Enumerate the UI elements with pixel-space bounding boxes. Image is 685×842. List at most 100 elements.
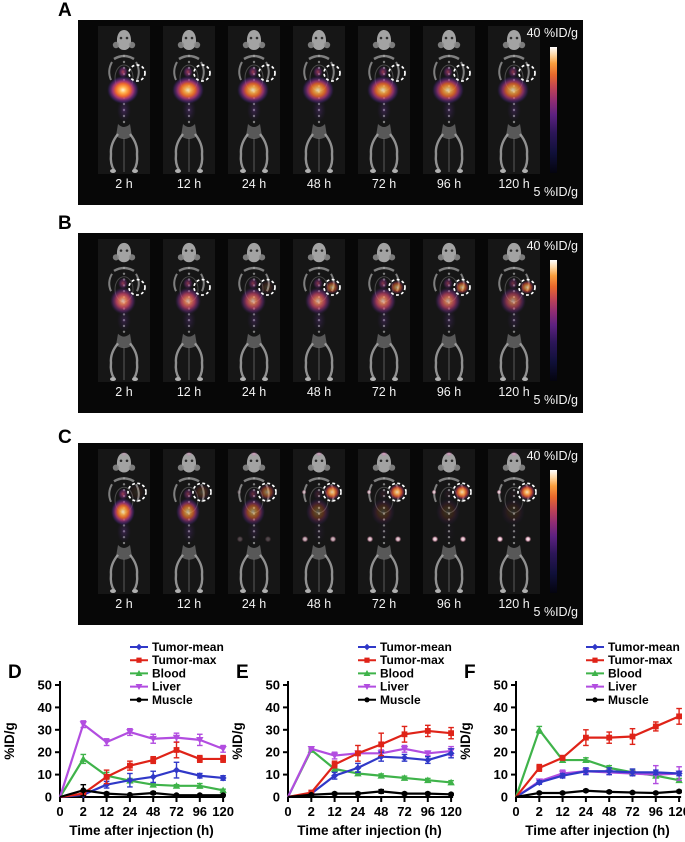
mouse-skull [506,30,522,50]
mouse-scan-image [488,449,540,594]
chest-uptake [248,277,258,290]
abdomen-uptake [117,308,131,332]
liver-uptake [497,76,529,104]
y-axis-title: %ID/g [458,722,473,760]
y-tick-label: 30 [494,722,508,737]
tumor-uptake [194,484,210,500]
time-label: 12 h [176,385,202,399]
x-tick-label: 120 [668,804,685,819]
legend-label-tumor-mean: Tumor-mean [152,640,224,654]
tumor-uptake [259,484,275,500]
x-tick-label: 24 [123,804,138,819]
time-label: 96 h [436,597,462,611]
abdomen-uptake [247,519,261,544]
series-tumor-max [515,707,682,798]
abdomen-uptake [182,308,196,332]
mouse-scan-120h: 120 h [488,239,540,399]
series-tumor-mean [515,767,683,798]
colorbar-min-label: 5 %ID/g [533,185,578,199]
mice-row-A: 2 h 12 h 24 h 48 h 72 h 96 h 120 h [98,26,540,191]
mouse-scan-image [163,239,215,382]
tumor-uptake [520,280,534,294]
series-muscle [287,788,454,799]
x-tick-label: 2 [536,804,543,819]
tumor-uptake [325,280,339,294]
tumor-roi-circle [323,64,341,82]
chest-uptake [313,66,323,78]
liver-uptake [435,287,461,315]
mouse-skull [246,30,262,50]
legend-label-blood: Blood [380,666,414,680]
tumor-uptake [324,484,340,500]
liver-uptake [107,76,139,104]
x-tick-label: 120 [440,804,462,819]
tumor-uptake [390,280,404,294]
knee-uptake [301,536,309,543]
time-label: 72 h [371,177,397,191]
series-muscle [59,783,227,799]
time-label: 12 h [176,597,202,611]
mouse-skull [181,242,197,263]
tumor-roi-circle [323,278,341,296]
legend-label-tumor-mean: Tumor-mean [380,640,452,654]
mouse-scan-24h: 24 h [228,239,280,399]
mouse-skull [311,242,327,263]
x-tick-label: 72 [169,804,183,819]
mouse-scan-image [488,239,540,382]
mouse-scan-12h: 12 h [163,449,215,611]
x-tick-label: 120 [212,804,234,819]
tumor-roi-circle [193,64,211,82]
legend-label-liver: Liver [380,680,409,694]
mouse-skull [181,452,197,473]
colorbar-gradient [550,470,557,593]
abdomen-uptake [377,519,391,544]
y-tick-label: 30 [266,722,280,737]
tumor-uptake [454,484,470,500]
abdomen-uptake [312,519,326,544]
time-label: 2 h [115,177,133,191]
time-label: 96 h [436,385,462,399]
mouse-skull [376,30,392,50]
tumor-uptake [129,484,145,500]
y-axis-title: %ID/g [2,722,17,760]
x-tick-label: 2 [80,804,87,819]
colorbar-max-label: 40 %ID/g [526,449,578,463]
mouse-scan-96h: 96 h [423,26,475,191]
abdomen-uptake [377,98,391,122]
elbow-uptake [366,489,372,495]
time-label: 12 h [176,177,202,191]
chart-panel-F: F Tumor-mean Tumor-max Blood Liver Muscle 0 10 2… [456,630,685,842]
time-label: 24 h [241,177,267,191]
abdomen-uptake [507,308,521,332]
mouse-scan-image [358,239,410,382]
elbow-uptake [236,489,242,495]
mouse-scan-image [228,449,280,594]
colorbar-gradient [550,260,557,381]
mouse-scan-24h: 24 h [228,26,280,191]
tumor-uptake [519,484,535,500]
mouse-skull [181,30,197,50]
colorbar-min-label: 5 %ID/g [533,393,578,407]
mouse-scan-image [163,26,215,174]
mouse-skull [506,242,522,263]
liver-uptake [237,76,269,104]
time-label: 120 h [498,597,530,611]
mouse-scan-image [293,449,345,594]
tumor-roi-circle [388,278,406,296]
x-axis-title: Time after injection (h) [525,823,670,838]
chest-uptake [248,488,258,500]
mouse-scan-image [98,26,150,174]
x-tick-label: 96 [421,804,435,819]
legend-label-blood: Blood [608,666,642,680]
y-tick-label: 10 [38,767,52,782]
scan-panel-C: 2 h 12 h 24 h 48 h 72 h 96 h 120 h 40 %ID/g 5 %I… [78,443,583,625]
abdomen-uptake [442,98,456,122]
tumor-roi-circle [518,64,536,82]
tumor-roi-circle [128,64,146,82]
chest-uptake [248,66,258,78]
y-tick-label: 50 [494,678,508,693]
x-tick-label: 48 [602,804,616,819]
y-tick-label: 40 [266,700,280,715]
